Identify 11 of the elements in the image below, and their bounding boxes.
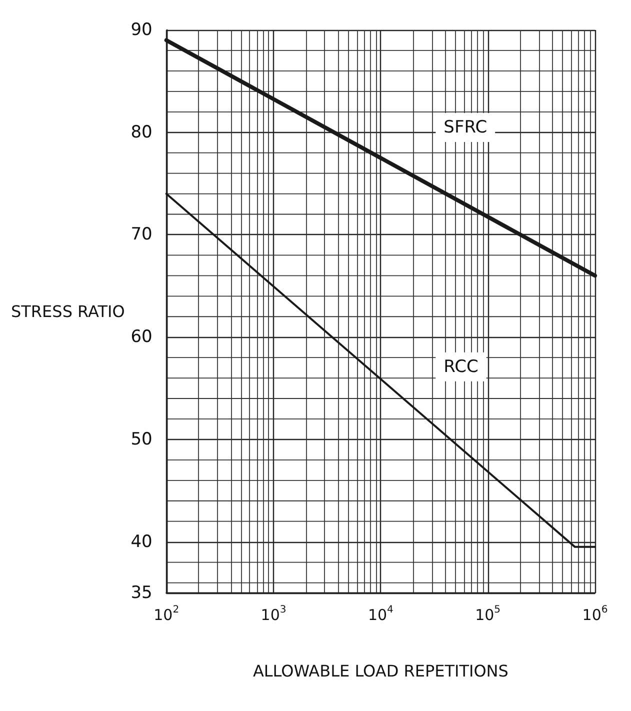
- y-tick-label: 40: [130, 532, 152, 552]
- y-tick-label: 90: [130, 20, 152, 40]
- text: SFRC: [444, 117, 488, 138]
- text: RCC: [444, 356, 478, 377]
- y-tick-label: 70: [130, 224, 152, 245]
- x-axis-title: ALLOWABLE LOAD REPETITIONS: [252, 662, 508, 680]
- y-axis-title: STRESS RATIO: [11, 302, 125, 321]
- y-tick-label: 60: [130, 327, 152, 348]
- y-tick-label: 80: [130, 122, 152, 142]
- y-tick-label: 50: [130, 429, 152, 450]
- y-tick-label: 35: [130, 583, 152, 603]
